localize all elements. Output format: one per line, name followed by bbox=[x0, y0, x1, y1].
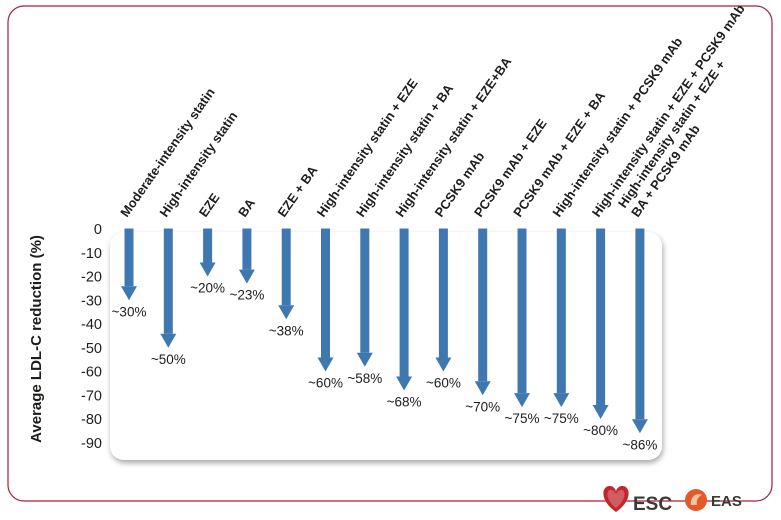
arrow-mark bbox=[317, 228, 334, 372]
value-label: ~58% bbox=[347, 371, 382, 386]
arrow-mark bbox=[396, 228, 413, 391]
arrow-head bbox=[592, 405, 609, 419]
value-label: ~20% bbox=[190, 281, 225, 296]
value-label: ~38% bbox=[269, 323, 304, 338]
arrow-head bbox=[278, 305, 295, 320]
value-label: ~23% bbox=[229, 288, 264, 303]
arrow-shaft bbox=[203, 228, 213, 263]
heart-icon bbox=[603, 485, 629, 512]
arrow-head bbox=[238, 269, 255, 284]
arrow-head bbox=[199, 262, 216, 277]
y-tick-label: 0 bbox=[94, 222, 102, 238]
arrow-shaft bbox=[399, 228, 409, 377]
arrow-head bbox=[435, 357, 452, 372]
arrow-shaft bbox=[517, 228, 527, 394]
arrow-head bbox=[356, 352, 373, 367]
esc-logo: ESC bbox=[603, 485, 672, 515]
plot-panel bbox=[110, 232, 662, 460]
arrow-head bbox=[514, 393, 530, 408]
y-tick-label: -90 bbox=[81, 436, 102, 452]
arrow-mark bbox=[474, 228, 491, 396]
arrow-mark bbox=[160, 228, 177, 348]
value-label: ~75% bbox=[544, 411, 579, 426]
arrow-mark bbox=[121, 228, 137, 301]
arrow-mark bbox=[435, 228, 452, 372]
arrow-head bbox=[160, 333, 177, 348]
value-labels: ~30% ~50% ~20% ~23% ~38% ~60% ~58% ~68% ~60% ~70%… bbox=[112, 281, 658, 453]
arrow-shaft bbox=[438, 228, 448, 358]
arrow-shaft bbox=[163, 228, 173, 334]
arrow-head bbox=[474, 381, 491, 396]
arrow-series bbox=[121, 228, 648, 434]
value-label: ~68% bbox=[387, 395, 422, 410]
arrow-shaft bbox=[321, 228, 330, 358]
value-label: ~86% bbox=[622, 437, 657, 452]
arrow-shaft bbox=[478, 228, 488, 382]
arrow-shaft bbox=[124, 228, 134, 287]
arrow-mark bbox=[514, 228, 530, 408]
value-label: ~50% bbox=[151, 352, 186, 367]
arrow-mark bbox=[592, 228, 609, 419]
arrow-shaft bbox=[360, 228, 370, 353]
y-tick-label: -30 bbox=[81, 293, 102, 309]
arrow-shaft bbox=[556, 228, 566, 394]
arrow-mark bbox=[356, 228, 373, 367]
y-tick-label: -20 bbox=[81, 270, 102, 286]
y-axis-ticks: 0 -10 -20 -30 -40 -50 -60 -70 -80 -90 bbox=[81, 222, 102, 452]
value-label: ~30% bbox=[112, 304, 147, 319]
y-tick-label: -70 bbox=[81, 388, 102, 404]
arrow-head bbox=[631, 419, 648, 434]
value-label: ~60% bbox=[426, 376, 461, 391]
arrow-head bbox=[553, 393, 570, 408]
arrow-shaft bbox=[281, 228, 291, 306]
eas-logo: EAS bbox=[685, 489, 742, 511]
arrow-shaft bbox=[635, 228, 645, 420]
eas-logo-text: EAS bbox=[711, 493, 742, 510]
arrow-mark bbox=[199, 228, 216, 277]
arrow-head bbox=[121, 286, 137, 301]
y-tick-label: -10 bbox=[81, 246, 102, 262]
y-tick-label: -50 bbox=[81, 341, 102, 357]
branding: ESC EAS bbox=[603, 485, 742, 515]
value-label: ~70% bbox=[465, 399, 500, 414]
arrow-head bbox=[396, 376, 413, 391]
arrow-shaft bbox=[242, 228, 252, 270]
y-tick-label: -40 bbox=[81, 317, 102, 333]
esc-logo-text: ESC bbox=[633, 494, 672, 515]
arrow-mark bbox=[631, 228, 648, 434]
value-label: ~80% bbox=[583, 423, 618, 438]
arrow-head bbox=[317, 357, 334, 372]
y-axis-label: Average LDL-C reduction (%) bbox=[28, 235, 45, 443]
value-label: ~75% bbox=[505, 411, 540, 426]
value-label: ~60% bbox=[308, 376, 343, 391]
arrow-mark bbox=[278, 228, 295, 320]
y-tick-label: -60 bbox=[81, 365, 102, 381]
arrow-mark bbox=[238, 228, 255, 284]
arrow-shaft bbox=[596, 228, 606, 405]
y-tick-label: -80 bbox=[81, 412, 102, 428]
arrow-mark bbox=[553, 228, 570, 408]
